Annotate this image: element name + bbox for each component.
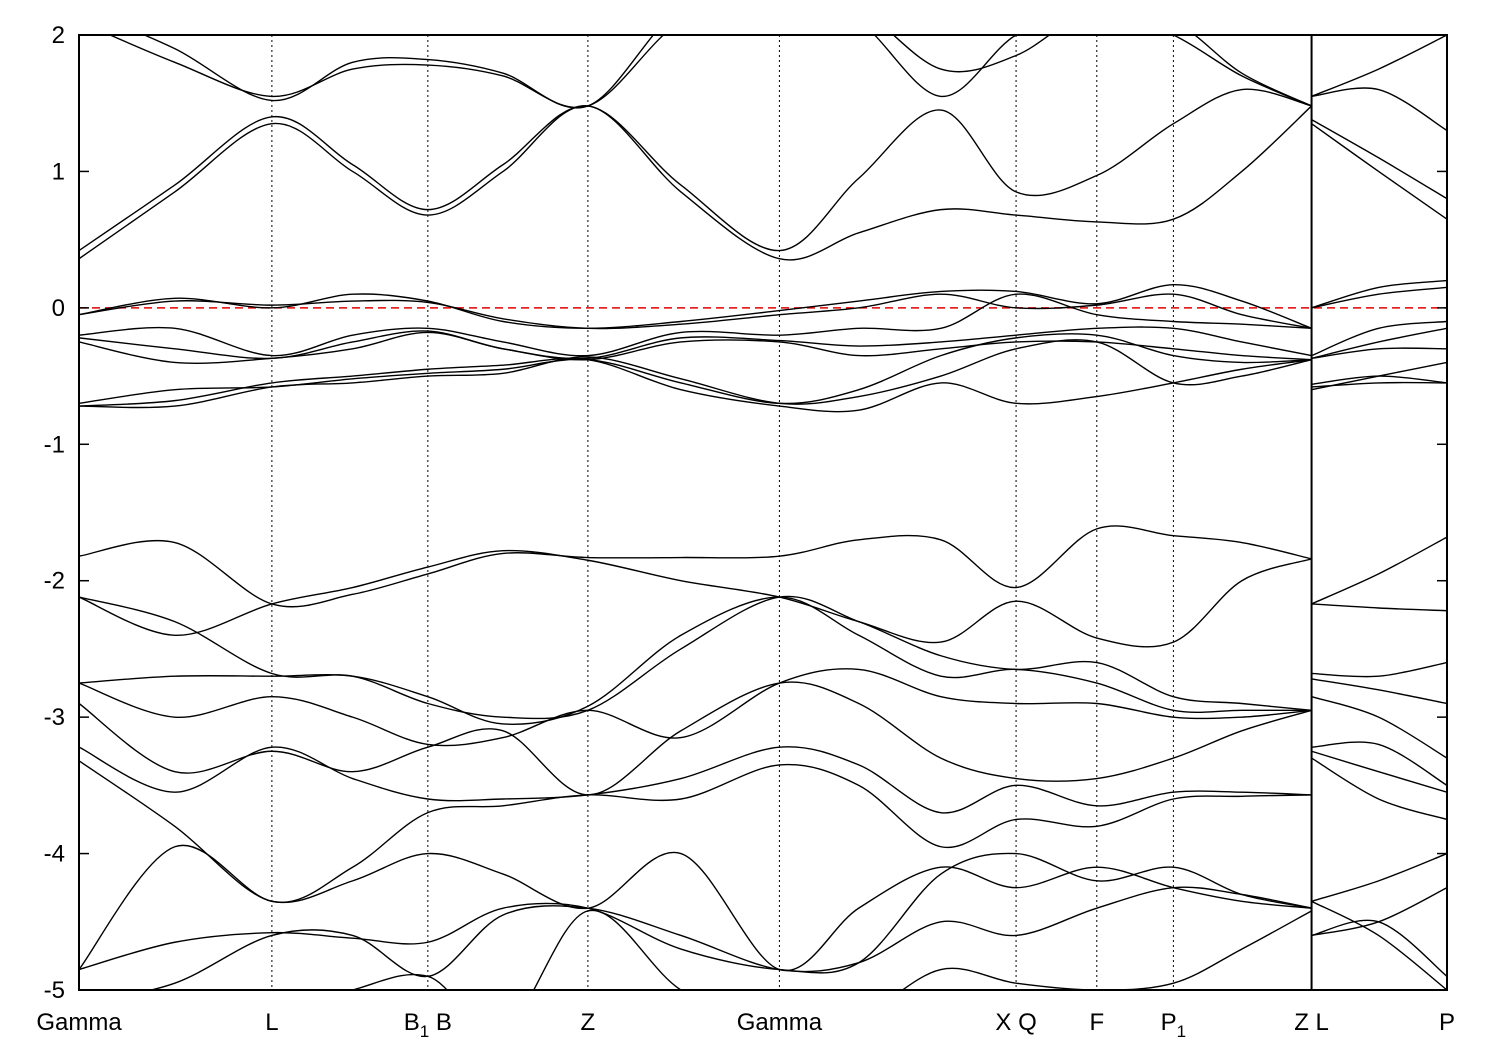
x-axis: Gamma L B1 B Z Gamma X Q F P1 Z L P (36, 1009, 1455, 1041)
kpoint-label: P1 (1161, 1009, 1186, 1041)
band-line (148, 886, 1312, 990)
band-line (1311, 87, 1447, 132)
kpoint-label: X Q (995, 1009, 1036, 1036)
y-tick-label: -1 (44, 431, 65, 458)
band-line (1311, 919, 1447, 977)
band-line (79, 760, 1312, 904)
band-line (79, 596, 1312, 725)
band-line (79, 746, 1312, 814)
band-line (1311, 900, 1447, 990)
y-tick-label: 2 (52, 22, 65, 49)
band-line (142, 35, 1312, 109)
kpoint-label: P (1439, 1009, 1455, 1036)
y-tick-label: -2 (44, 568, 65, 595)
y-tick-label: -3 (44, 704, 65, 731)
band-line (1311, 35, 1447, 98)
band-line (79, 326, 1312, 360)
band-line (1311, 750, 1447, 793)
y-tick-label: -4 (44, 841, 65, 868)
band-line (1311, 279, 1447, 309)
band-line (79, 339, 1312, 409)
band-line (1311, 696, 1447, 759)
band-line (79, 283, 1312, 330)
band-line (79, 293, 1312, 330)
band-line (350, 909, 1312, 990)
band-line (1311, 661, 1447, 678)
band-line (1311, 536, 1447, 605)
y-tick-label: 1 (52, 158, 65, 185)
band-line (1311, 381, 1447, 388)
plot-frame (78, 34, 1448, 991)
kpoint-label: L (265, 1009, 278, 1036)
kpoint-label: Gamma (36, 1009, 122, 1036)
band-line (79, 331, 1312, 364)
band-line (1311, 320, 1447, 357)
y-axis: 2 1 0 -1 -2 -3 -4 -5 (44, 22, 1447, 1004)
band-line (1311, 678, 1447, 705)
band-line (79, 357, 1312, 413)
band-line (79, 293, 1312, 357)
band-line (79, 844, 1312, 972)
y-tick-label: 0 (52, 295, 65, 322)
band-line (79, 681, 1312, 796)
band-line (79, 852, 1312, 974)
kpoint-label: B1 B (404, 1009, 452, 1041)
band-line (1311, 852, 1447, 902)
band-line (1311, 603, 1447, 612)
band-line (1311, 123, 1447, 220)
band-line (1311, 741, 1447, 786)
y-tick-label: -5 (44, 977, 65, 1004)
bands (79, 35, 1447, 990)
band-line (1311, 327, 1447, 360)
band-line (79, 668, 1312, 747)
band-line (1311, 286, 1447, 309)
band-line (79, 105, 1313, 261)
kpoint-label: Z L (1294, 1009, 1329, 1036)
band-line (108, 35, 1312, 109)
kpoint-gridlines (271, 35, 1313, 990)
band-line (1311, 361, 1447, 391)
kpoint-label: Gamma (737, 1009, 823, 1036)
band-line (1311, 757, 1447, 821)
band-line (1311, 347, 1447, 360)
band-line (79, 595, 1312, 720)
kpoint-label: F (1089, 1009, 1104, 1036)
band-line (79, 525, 1312, 608)
kpoint-label: Z (581, 1009, 596, 1036)
band-line (79, 549, 1312, 648)
band-line (79, 88, 1312, 252)
band-line (1311, 118, 1447, 200)
